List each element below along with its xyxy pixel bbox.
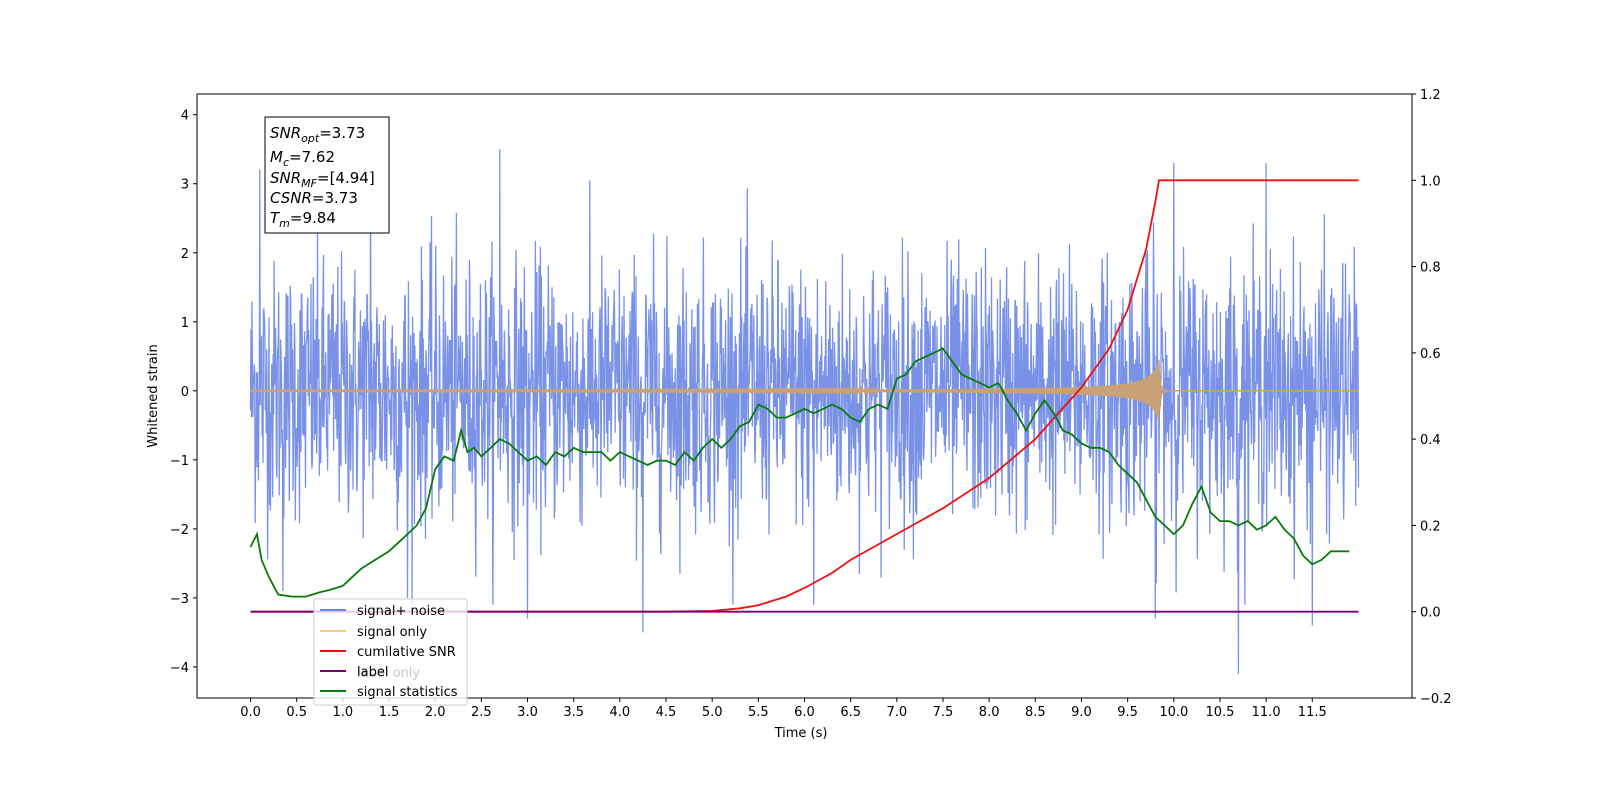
info-csnr: CSNR=3.73 (270, 189, 358, 207)
info-chirp-mass: Mc=7.62 (270, 148, 335, 169)
y2-tick-label: 0.8 (1420, 261, 1441, 276)
x-tick-label: 3.5 (563, 705, 584, 720)
x-tick-label: 9.0 (1071, 705, 1092, 720)
y-axis-left: −4 −3 −2 −1 0 1 2 3 4 (170, 109, 197, 676)
legend-label-signal-statistics: signal statistics (357, 685, 458, 700)
x-tick-label: 2.5 (471, 705, 492, 720)
x-tick-label: 5.0 (702, 705, 723, 720)
x-axis-label: Time (s) (774, 726, 828, 741)
x-tick-label: 4.0 (610, 705, 631, 720)
y-tick-label: 4 (181, 109, 189, 124)
y-tick-label: −2 (170, 523, 189, 538)
y-axis-label: Whitened strain (146, 344, 161, 447)
y2-tick-label: 0.0 (1420, 606, 1441, 621)
info-snr-mf: SNRMF=[4.94] (270, 169, 375, 190)
x-tick-label: 9.5 (1117, 705, 1138, 720)
y2-tick-label: 1.2 (1420, 88, 1441, 103)
legend-label-label-only: label only (357, 666, 420, 681)
cumilative-snr-line (250, 179, 1359, 613)
x-tick-label: 11.0 (1252, 705, 1281, 720)
x-tick-label: 11.5 (1298, 705, 1327, 720)
x-tick-label: 0.0 (240, 705, 261, 720)
y-tick-label: −4 (170, 661, 189, 676)
signal-noise-series (249, 149, 1360, 674)
info-merger-time: Tm=9.84 (270, 209, 336, 230)
y2-tick-label: −0.2 (1420, 692, 1452, 707)
x-tick-label: 1.5 (379, 705, 400, 720)
x-tick-label: 10.0 (1159, 705, 1188, 720)
legend-label-signal-noise: signal+ noise (357, 604, 445, 619)
x-tick-label: 5.5 (748, 705, 769, 720)
y-tick-label: 0 (181, 385, 189, 400)
signal-statistics-line (249, 347, 1350, 598)
x-tick-label: 6.0 (794, 705, 815, 720)
info-box-frame (264, 116, 390, 234)
y-tick-label: 1 (181, 316, 189, 331)
x-tick-label: 2.0 (425, 705, 446, 720)
x-tick-label: 8.0 (979, 705, 1000, 720)
signal-only-line (249, 359, 1359, 420)
y-tick-label: −3 (170, 592, 189, 607)
y2-tick-label: 0.6 (1420, 347, 1441, 362)
y-tick-label: 2 (181, 247, 189, 262)
y-tick-label: −1 (170, 454, 189, 469)
info-box: SNRopt=3.73 Mc=7.62 SNRMF=[4.94] CSNR=3.… (264, 116, 390, 234)
legend: signal+ noise signal only cumilative SNR… (313, 598, 468, 706)
signal-noise-line (249, 149, 1360, 674)
y2-tick-label: 0.2 (1420, 519, 1441, 534)
legend-label-cumulative-snr: cumilative SNR (357, 645, 456, 660)
y-tick-label: 3 (181, 178, 189, 193)
y2-tick-label: 0.4 (1420, 433, 1441, 448)
y-axis-right: −0.2 0.0 0.2 0.4 0.6 0.8 1.0 1.2 (1412, 88, 1452, 707)
signal-only-series (249, 359, 1359, 420)
y2-tick-label: 1.0 (1420, 174, 1441, 189)
legend-frame (313, 598, 468, 706)
x-tick-label: 3.0 (517, 705, 538, 720)
x-tick-label: 0.5 (286, 705, 307, 720)
x-tick-label: 6.5 (840, 705, 861, 720)
x-tick-label: 7.0 (886, 705, 907, 720)
x-tick-label: 7.5 (933, 705, 954, 720)
x-tick-label: 4.5 (656, 705, 677, 720)
x-tick-label: 10.5 (1205, 705, 1234, 720)
x-tick-label: 8.5 (1025, 705, 1046, 720)
info-snr-opt: SNRopt=3.73 (270, 124, 365, 145)
legend-label-label: label (357, 665, 388, 680)
legend-label-signal-only: signal only (357, 625, 427, 640)
x-axis: 0.0 0.5 1.0 1.5 2.0 2.5 3.0 3.5 4.0 4.5 5.0 5.5 6.0 6… (240, 698, 1327, 720)
x-tick-label: 1.0 (333, 705, 354, 720)
